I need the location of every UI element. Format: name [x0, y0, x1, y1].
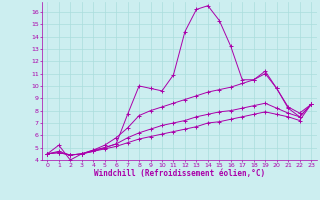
X-axis label: Windchill (Refroidissement éolien,°C): Windchill (Refroidissement éolien,°C): [94, 169, 265, 178]
